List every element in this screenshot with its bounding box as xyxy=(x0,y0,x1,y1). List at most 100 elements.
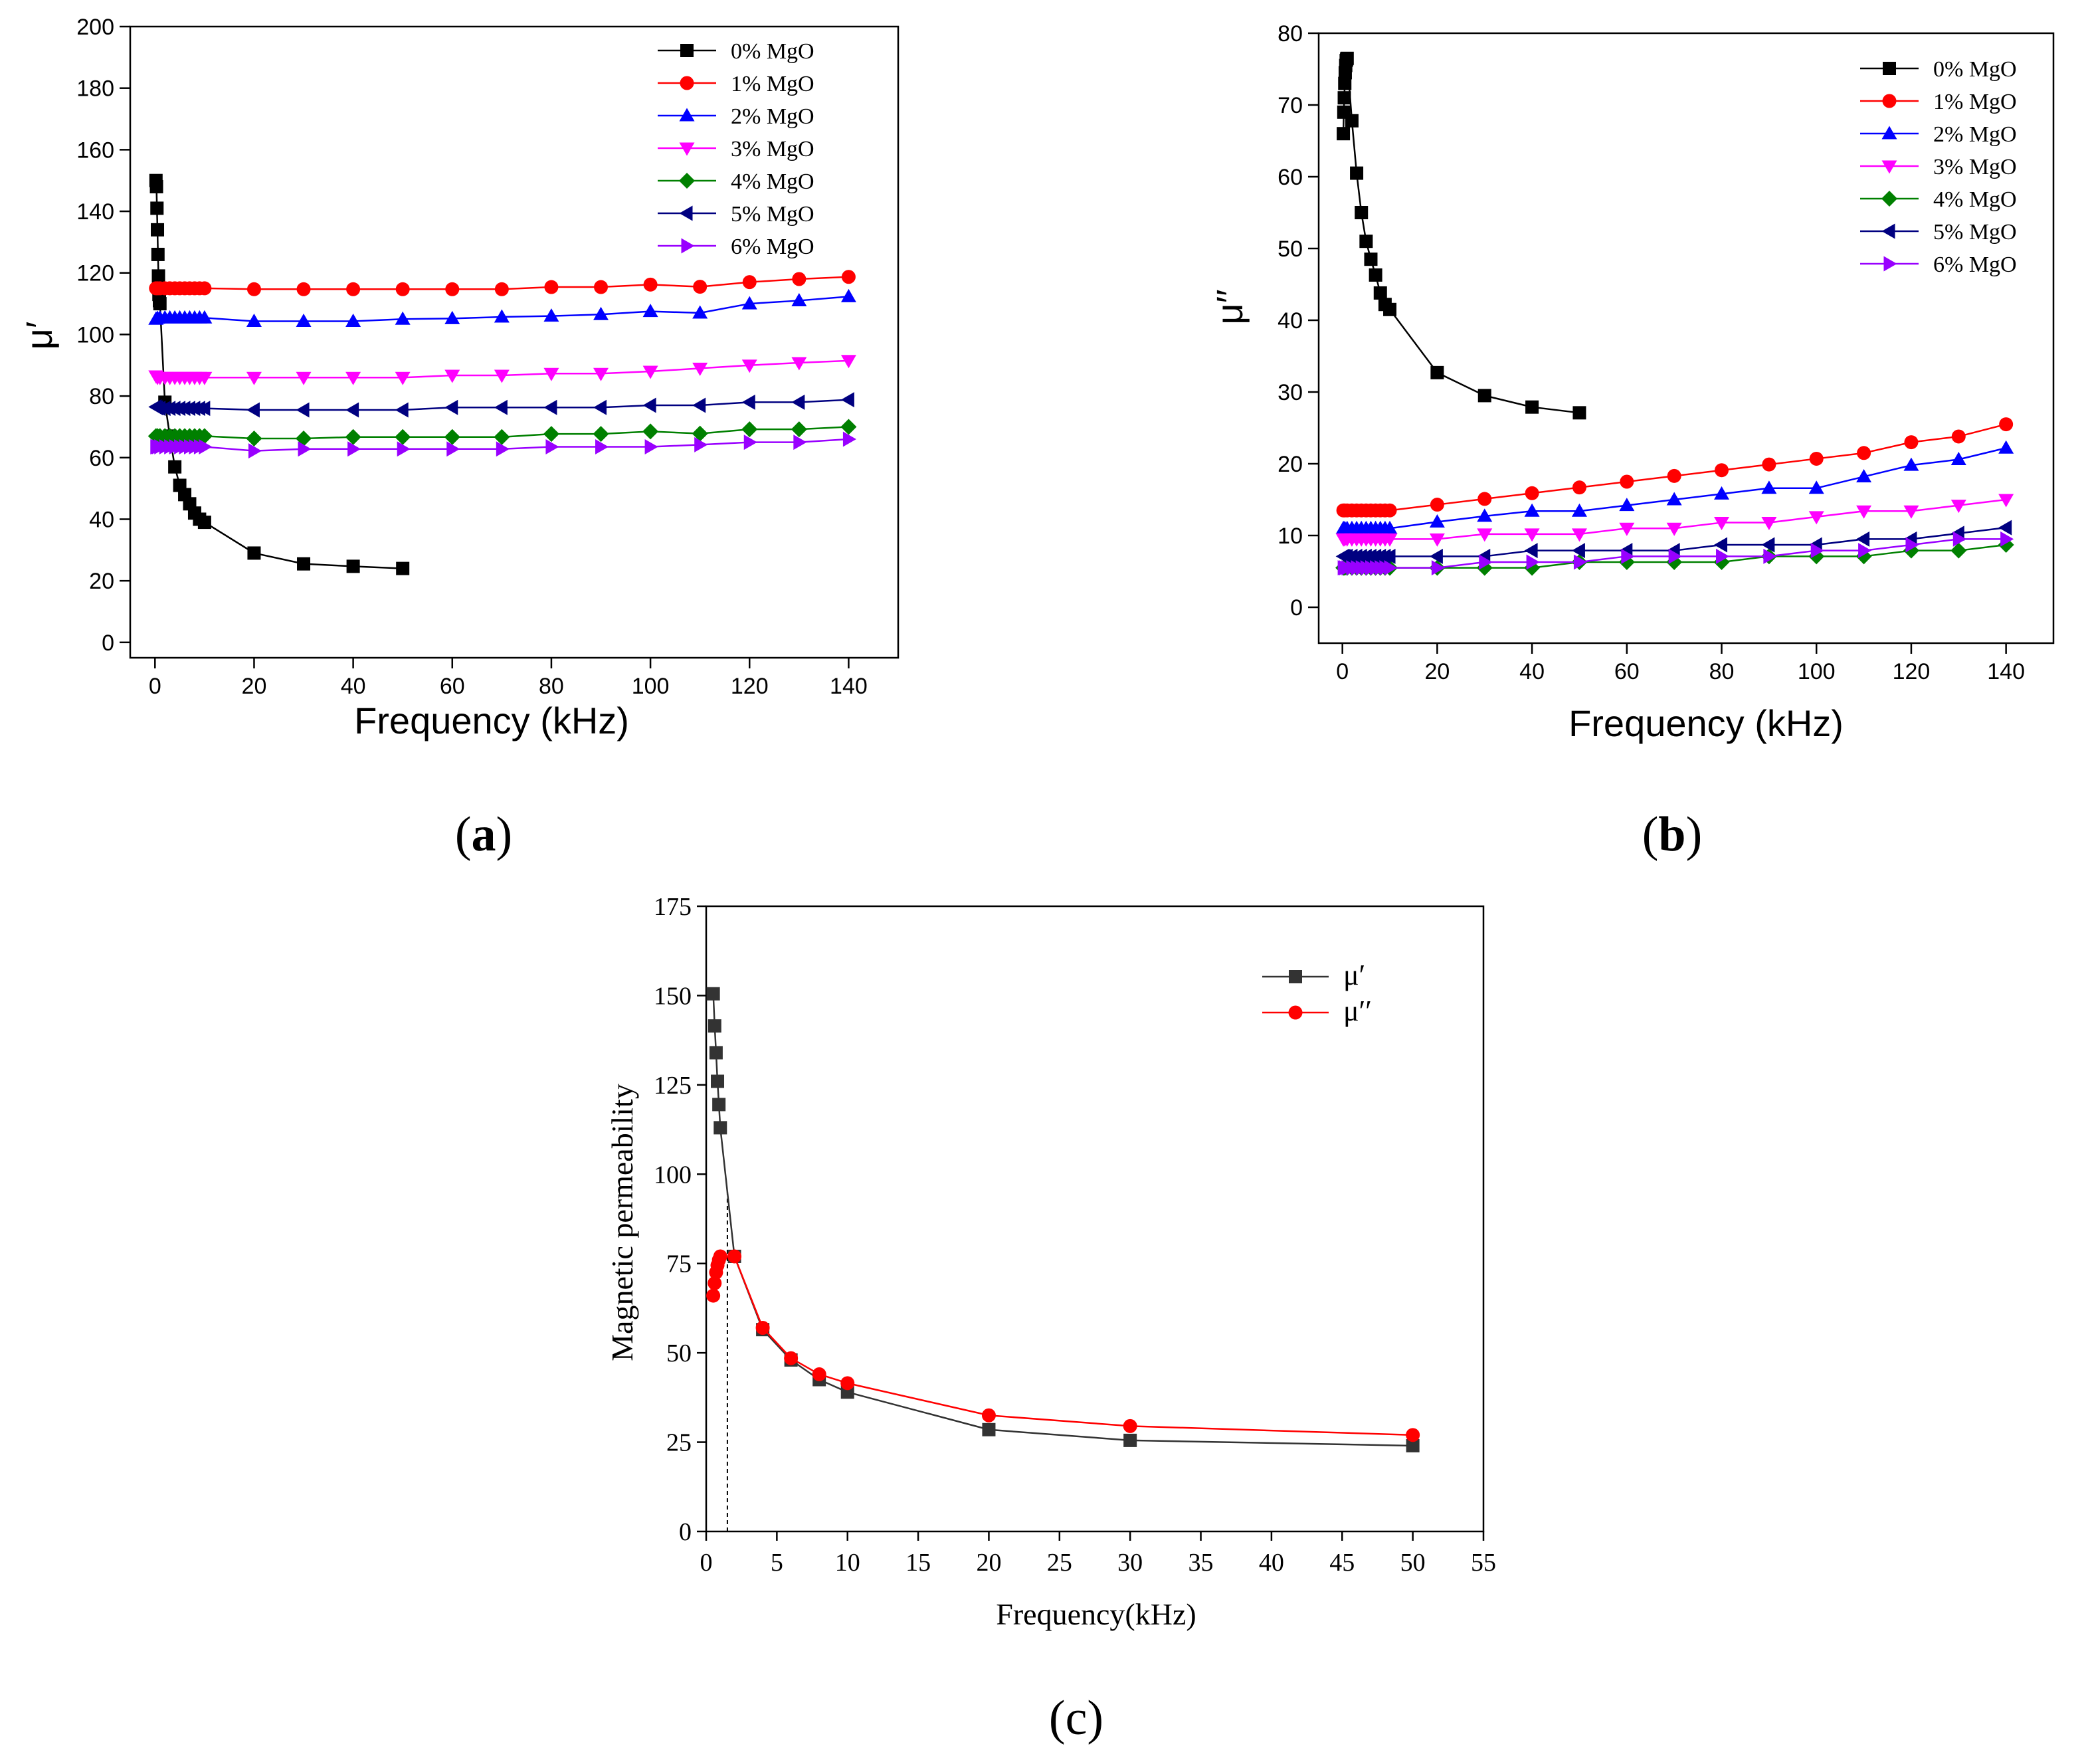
chart-b-x-tick-label: 60 xyxy=(1614,659,1640,684)
chart-a-panel-letter: a xyxy=(472,807,496,862)
chart-c-x-tick-label: 0 xyxy=(700,1549,713,1577)
chart-a-data-point xyxy=(396,561,410,575)
chart-a-legend-label: 2% MgO xyxy=(731,104,814,129)
chart-b-y-tick-label: 70 xyxy=(1278,93,1303,118)
chart-b-data-point xyxy=(1667,468,1681,483)
chart-c-y-axis: 0 25 50 75 100 125 150 175 xyxy=(654,893,706,1546)
chart-b-data-point xyxy=(1809,451,1824,466)
chart-b-data-point xyxy=(1808,480,1824,494)
chart-b-data-point xyxy=(1761,480,1777,494)
chart-b-data-point xyxy=(1952,531,1966,547)
chart-c-y-tick-label: 50 xyxy=(666,1339,692,1367)
chart-a-x-tick-label: 0 xyxy=(149,674,161,699)
chart-a-data-point xyxy=(543,399,557,415)
chart-b-panel-letter: b xyxy=(1658,807,1685,862)
chart-c-data-point xyxy=(713,1249,727,1264)
chart-a-data-point xyxy=(543,426,559,442)
chart-a-y-tick-label: 100 xyxy=(76,322,114,347)
chart-b-data-point xyxy=(1715,463,1729,478)
chart-c-panel-label: (c) xyxy=(1049,1691,1103,1745)
chart-b-data-point xyxy=(1762,457,1776,472)
chart-a-data-point xyxy=(296,313,312,327)
chart-c-axes-frame xyxy=(705,905,1485,1533)
chart-c-series-line xyxy=(712,1255,1413,1436)
chart-b-legend-label: 4% MgO xyxy=(1933,187,2017,212)
chart-a-legend-label: 4% MgO xyxy=(731,169,814,194)
chart-a-data-point xyxy=(545,439,559,455)
chart-a-y-tick-label: 140 xyxy=(76,199,114,225)
chart-a-x-tick-label: 60 xyxy=(440,674,465,699)
chart-a-data-point xyxy=(593,306,609,320)
chart-a-data-point xyxy=(246,282,261,296)
chart-b-data-point xyxy=(1477,508,1493,522)
chart-a-data-point xyxy=(444,429,460,445)
chart-c-x-tick-label: 55 xyxy=(1471,1549,1496,1577)
chart-b-series-3 xyxy=(1335,494,2014,547)
chart-b-data-point xyxy=(1950,500,1966,514)
chart-c-data-point xyxy=(708,1276,722,1290)
chart-a-data-point xyxy=(494,369,510,383)
chart-b-x-tick-label: 120 xyxy=(1893,659,1931,684)
chart-b-data-point xyxy=(1430,365,1444,379)
chart-b-data-point xyxy=(1858,543,1872,559)
chart-b-data-point xyxy=(1337,91,1351,105)
chart-a-series-5 xyxy=(148,392,854,418)
chart-a-series-6 xyxy=(150,431,856,459)
chart-b-data-point xyxy=(1621,548,1635,564)
chart-b-data-point xyxy=(1666,522,1682,536)
chart-a-data-point xyxy=(494,282,509,296)
chart-b-data-point xyxy=(1714,486,1730,500)
chart-b-data-point xyxy=(1904,435,1919,450)
chart-c-y-tick-label: 175 xyxy=(654,893,692,921)
chart-a-data-point xyxy=(841,270,856,284)
chart-a-data-point xyxy=(791,357,807,371)
chart-a-legend-label: 6% MgO xyxy=(731,235,814,259)
chart-b-y-tick-label: 80 xyxy=(1278,21,1303,47)
chart-a-data-point xyxy=(840,419,857,435)
chart-a-y-tick-label: 40 xyxy=(89,507,114,532)
chart-b-data-point xyxy=(1572,480,1586,495)
chart-a-x-tick-label: 40 xyxy=(341,674,366,699)
chart-b-x-tick-label: 40 xyxy=(1519,659,1545,684)
chart-a-data-point xyxy=(842,431,856,447)
chart-c-data-point xyxy=(1406,1438,1420,1452)
chart-c-x-axis-label: Frequency(kHz) xyxy=(996,1597,1196,1631)
chart-c-x-tick-label: 45 xyxy=(1329,1549,1355,1577)
chart-b-data-point xyxy=(1382,520,1398,534)
chart-c-data-point xyxy=(706,1288,721,1303)
chart-b-panel-label: (b) xyxy=(1642,807,1702,862)
chart-b-x-axis-label: Frequency (kHz) xyxy=(1568,702,1844,744)
chart-b-legend-marker xyxy=(1881,191,1897,207)
chart-b-data-point xyxy=(1524,543,1538,559)
chart-a-data-point xyxy=(444,369,460,383)
chart-a-data-point xyxy=(595,439,609,455)
chart-b-y-tick-label: 40 xyxy=(1278,308,1303,334)
chart-a-series-3 xyxy=(148,355,856,385)
chart-b-data-point xyxy=(1620,474,1634,489)
chart-b-data-point xyxy=(1382,533,1398,547)
chart-a-data-point xyxy=(741,421,758,438)
chart-a-data-point xyxy=(840,355,856,369)
chart-c-data-point xyxy=(706,987,720,1001)
chart-b-data-point xyxy=(1373,286,1387,300)
chart-c-y-tick-label: 125 xyxy=(654,1072,692,1100)
chart-b-legend-label: 2% MgO xyxy=(1933,122,2017,147)
chart-b-data-point xyxy=(1525,486,1539,500)
chart-c-data-point xyxy=(712,1098,726,1112)
chart-b-legend-marker xyxy=(1881,160,1897,174)
chart-b-data-point xyxy=(1525,400,1539,414)
chart-b-data-point xyxy=(1573,554,1587,570)
chart-b-data-point xyxy=(1666,492,1682,506)
chart-a-axes-frame xyxy=(129,25,900,659)
chart-a-data-point xyxy=(444,310,460,324)
chart-c-y-tick-label: 25 xyxy=(666,1429,692,1457)
chart-b-data-point xyxy=(1714,517,1730,531)
chart-b-series-1 xyxy=(1336,417,2014,518)
chart-c-x-axis: 0 5 10 15 20 25 30 35 40 45 50 55 xyxy=(700,1531,1496,1577)
chart-c-data-point xyxy=(755,1321,770,1335)
chart-a-data-point xyxy=(345,429,361,445)
chart-a-data-point xyxy=(395,371,411,385)
chart-a-data-point xyxy=(594,280,609,294)
chart-a-data-point xyxy=(151,223,165,237)
chart-c-data-point xyxy=(840,1376,855,1391)
